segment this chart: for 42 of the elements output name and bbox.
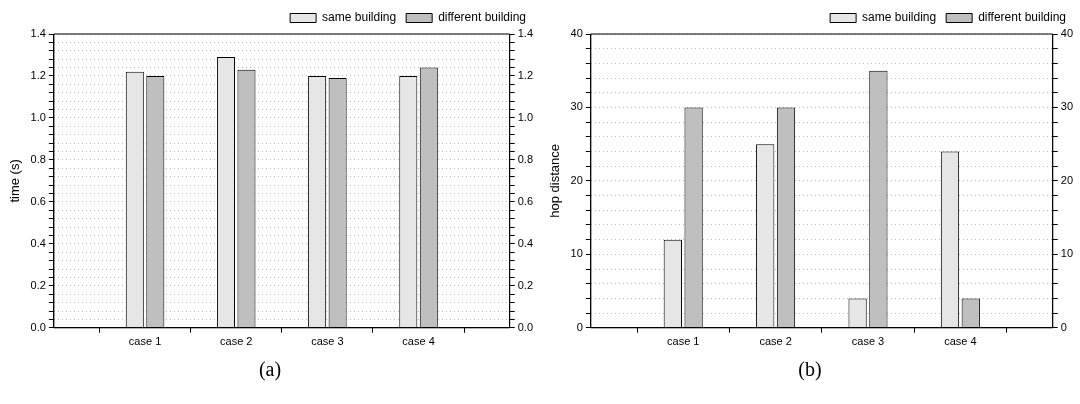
- y-tick-label: 30: [570, 100, 583, 113]
- legend-label: different building: [438, 10, 526, 25]
- y2-tick-label: 20: [1060, 173, 1074, 186]
- y-axis-title: hop distance: [547, 144, 563, 218]
- x-tick-label: case 2: [220, 335, 253, 348]
- text: (b): [797, 358, 823, 381]
- x-tick-label: case 4: [402, 335, 435, 348]
- y2-tick-label: 0.2: [517, 278, 534, 291]
- x-tick-label: case 1: [667, 335, 700, 348]
- y2-tick-label: 0.6: [517, 194, 534, 207]
- x-tick-label: case 3: [851, 335, 885, 348]
- y2-tick-label: 10: [1060, 247, 1074, 260]
- y2-tick-label: 1.0: [517, 110, 534, 123]
- y2-tick-label: 1.2: [517, 69, 534, 81]
- y2-tick-label: 0.8: [517, 152, 534, 165]
- y2-tick-label: 30: [1060, 100, 1074, 113]
- legend-label: different building: [978, 10, 1066, 25]
- y2-tick-label: 40: [1060, 27, 1074, 40]
- y2-tick-label: 0.4: [517, 236, 534, 249]
- x-tick-label: case 2: [759, 335, 792, 348]
- y-tick-label: 0.6: [30, 194, 46, 207]
- y-tick-label: 1.4: [30, 27, 46, 40]
- y-tick-label: 10: [570, 247, 583, 260]
- text: (a): [257, 358, 283, 381]
- x-tick-label: case 3: [311, 335, 344, 348]
- y-tick-label: 40: [570, 27, 583, 40]
- x-tick-label: case 4: [944, 335, 977, 348]
- y-tick-label: 1.0: [30, 110, 46, 123]
- y-tick-label: 0.2: [30, 278, 46, 291]
- y-tick-label: 20: [570, 173, 583, 186]
- y2-tick-label: 0.0: [517, 320, 534, 333]
- legend-label: same building: [862, 10, 937, 25]
- x-tick-label: case 1: [128, 335, 162, 348]
- y-tick-label: 1.2: [30, 69, 46, 81]
- legend-label: same building: [322, 10, 397, 25]
- y2-tick-label: 1.4: [517, 27, 534, 40]
- y-tick-label: 0.4: [30, 236, 46, 249]
- y-tick-label: 0.0: [30, 320, 46, 333]
- y-axis-title: time (s): [7, 159, 23, 203]
- y2-tick-label: 0: [1060, 320, 1067, 333]
- y-tick-label: 0.8: [30, 152, 46, 165]
- y-tick-label: 0: [576, 320, 583, 333]
